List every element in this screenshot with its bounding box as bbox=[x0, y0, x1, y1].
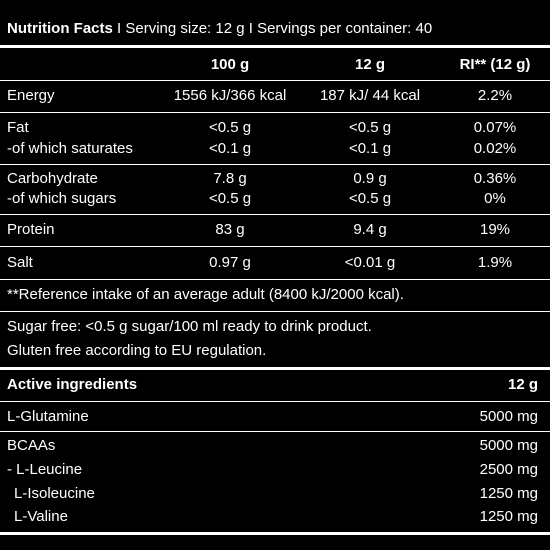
row-value-12g: <0.5 g bbox=[348, 119, 392, 136]
divider bbox=[0, 279, 550, 280]
divider bbox=[0, 164, 550, 165]
divider bbox=[0, 45, 550, 48]
divider bbox=[0, 246, 550, 247]
row-value-100g: 1556 kJ/366 kcal bbox=[173, 87, 287, 104]
column-header-100g: 100 g bbox=[210, 56, 250, 73]
active-ingredients-column: 12 g bbox=[507, 376, 538, 393]
row-value-100g: <0.5 g bbox=[208, 119, 252, 136]
row-value-100g: 0.97 g bbox=[209, 254, 251, 271]
divider bbox=[0, 80, 550, 81]
row-value-100g: 83 g bbox=[215, 221, 245, 238]
active-ingredients-title: Active ingredients bbox=[7, 376, 138, 393]
row-value-ri: 0.36% bbox=[473, 170, 517, 187]
row-value-ri: 0.07% bbox=[473, 119, 517, 136]
row-value-ri: 19% bbox=[479, 221, 511, 238]
row-label-sugars: -of which sugars bbox=[7, 190, 117, 207]
divider bbox=[0, 401, 550, 402]
column-header-12g: 12 g bbox=[354, 56, 385, 73]
row-value-ri: 1.9% bbox=[477, 254, 513, 271]
divider bbox=[0, 367, 550, 370]
row-value-12g: <0.01 g bbox=[344, 254, 396, 271]
divider bbox=[0, 311, 550, 312]
ingredient-name: L-Isoleucine bbox=[14, 485, 95, 502]
ingredient-amount: 1250 mg bbox=[479, 508, 538, 525]
divider bbox=[0, 431, 550, 432]
ingredient-name: BCAAs bbox=[7, 437, 56, 454]
divider bbox=[0, 214, 550, 215]
row-label-saturates: -of which saturates bbox=[7, 140, 133, 157]
reference-footnote: **Reference intake of an average adult (… bbox=[7, 286, 404, 303]
row-value-12g: 187 kJ/ 44 kcal bbox=[319, 87, 421, 104]
header-line: Nutrition Facts I Serving size: 12 g I S… bbox=[7, 20, 432, 38]
row-value-ri: 0% bbox=[484, 190, 506, 207]
ingredient-amount: 5000 mg bbox=[479, 437, 538, 454]
row-label-protein: Protein bbox=[7, 221, 55, 238]
row-value-100g: <0.5 g bbox=[208, 190, 252, 207]
gluten-free-note: Gluten free according to EU regulation. bbox=[7, 342, 267, 359]
divider bbox=[0, 532, 550, 535]
ingredient-name: L-Glutamine bbox=[7, 408, 89, 425]
row-value-12g: <0.1 g bbox=[348, 140, 392, 157]
row-value-ri: 0.02% bbox=[473, 140, 517, 157]
row-value-12g: 9.4 g bbox=[353, 221, 387, 238]
ingredient-name: L-Valine bbox=[14, 508, 68, 525]
column-header-ri: RI** (12 g) bbox=[459, 56, 531, 73]
row-label-fat: Fat bbox=[7, 119, 29, 136]
row-value-12g: <0.5 g bbox=[348, 190, 392, 207]
row-value-100g: 7.8 g bbox=[213, 170, 247, 187]
row-label-energy: Energy bbox=[7, 87, 55, 104]
serving-info: I Serving size: 12 g I Servings per cont… bbox=[112, 20, 433, 37]
ingredient-amount: 5000 mg bbox=[479, 408, 538, 425]
divider bbox=[0, 112, 550, 113]
row-value-12g: 0.9 g bbox=[353, 170, 387, 187]
row-value-100g: <0.1 g bbox=[208, 140, 252, 157]
row-label-salt: Salt bbox=[7, 254, 33, 271]
nutrition-title: Nutrition Facts bbox=[7, 20, 113, 37]
row-label-carbohydrate: Carbohydrate bbox=[7, 170, 98, 187]
ingredient-name: - L-Leucine bbox=[7, 461, 83, 478]
ingredient-amount: 1250 mg bbox=[479, 485, 538, 502]
ingredient-amount: 2500 mg bbox=[479, 461, 538, 478]
sugar-free-note: Sugar free: <0.5 g sugar/100 ml ready to… bbox=[7, 318, 372, 335]
row-value-ri: 2.2% bbox=[477, 87, 513, 104]
